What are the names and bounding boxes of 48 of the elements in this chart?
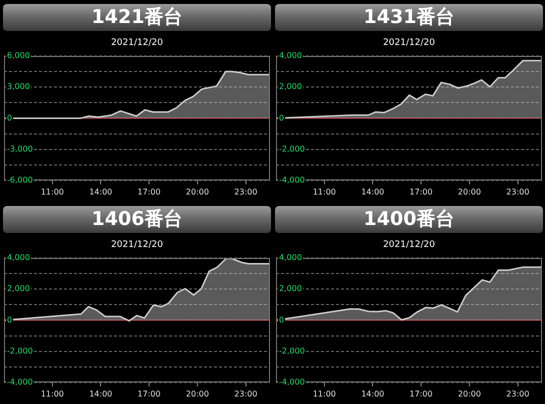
- x-tick-label: 20:00: [458, 187, 481, 196]
- x-tick-label: 20:00: [186, 389, 209, 398]
- y-tick-label: -6,000: [7, 175, 33, 184]
- y-tick-label: -3,000: [7, 144, 33, 154]
- chart-subtitle: 2021/12/20: [110, 239, 164, 252]
- y-tick-label: 2,000: [279, 82, 302, 92]
- y-tick-label: 4,000: [7, 253, 30, 262]
- chart-subtitle: 2021/12/20: [382, 239, 436, 252]
- y-tick-label: 4,000: [279, 51, 302, 60]
- x-tick-label: 17:00: [138, 187, 161, 196]
- y-tick-label: -4,000: [279, 175, 305, 184]
- x-tick-label: 14:00: [89, 389, 112, 398]
- x-tick-label: 20:00: [186, 187, 209, 196]
- y-tick-label: 6,000: [7, 51, 30, 60]
- x-tick-label: 23:00: [234, 389, 258, 398]
- x-tick-label: 17:00: [138, 389, 161, 398]
- chart-subtitle: 2021/12/20: [382, 37, 436, 50]
- y-tick-label: -2,000: [7, 346, 33, 356]
- y-tick-label: 3,000: [7, 82, 30, 92]
- y-tick-label: -2,000: [279, 144, 305, 154]
- x-tick-label: 14:00: [89, 187, 112, 196]
- x-tick-label: 11:00: [312, 389, 336, 398]
- y-tick-label: -4,000: [279, 377, 305, 386]
- y-tick-label: 2,000: [279, 284, 302, 294]
- x-tick-label: 11:00: [40, 389, 64, 398]
- y-tick-label: 0: [7, 113, 12, 122]
- chart-title: 1431番台: [275, 4, 543, 31]
- chart-title: 1406番台: [3, 206, 271, 233]
- y-tick-label: 0: [279, 113, 284, 122]
- x-tick-label: 23:00: [506, 187, 530, 196]
- chart-subtitle: 2021/12/20: [110, 37, 164, 50]
- x-tick-label: 11:00: [40, 187, 64, 196]
- x-tick-label: 17:00: [410, 389, 433, 398]
- y-tick-label: 0: [7, 315, 12, 324]
- x-tick-label: 14:00: [361, 187, 384, 196]
- x-tick-label: 14:00: [361, 389, 384, 398]
- x-tick-label: 20:00: [458, 389, 481, 398]
- x-tick-label: 23:00: [506, 389, 530, 398]
- x-tick-label: 11:00: [312, 187, 336, 196]
- y-tick-label: 2,000: [7, 284, 30, 294]
- y-tick-label: -4,000: [7, 377, 33, 386]
- y-tick-label: 0: [279, 315, 284, 324]
- y-tick-label: 4,000: [279, 253, 302, 262]
- y-tick-label: -2,000: [279, 346, 305, 356]
- x-tick-label: 17:00: [410, 187, 433, 196]
- x-tick-label: 23:00: [234, 187, 258, 196]
- chart-title: 1421番台: [3, 4, 271, 31]
- chart-title: 1400番台: [275, 206, 543, 233]
